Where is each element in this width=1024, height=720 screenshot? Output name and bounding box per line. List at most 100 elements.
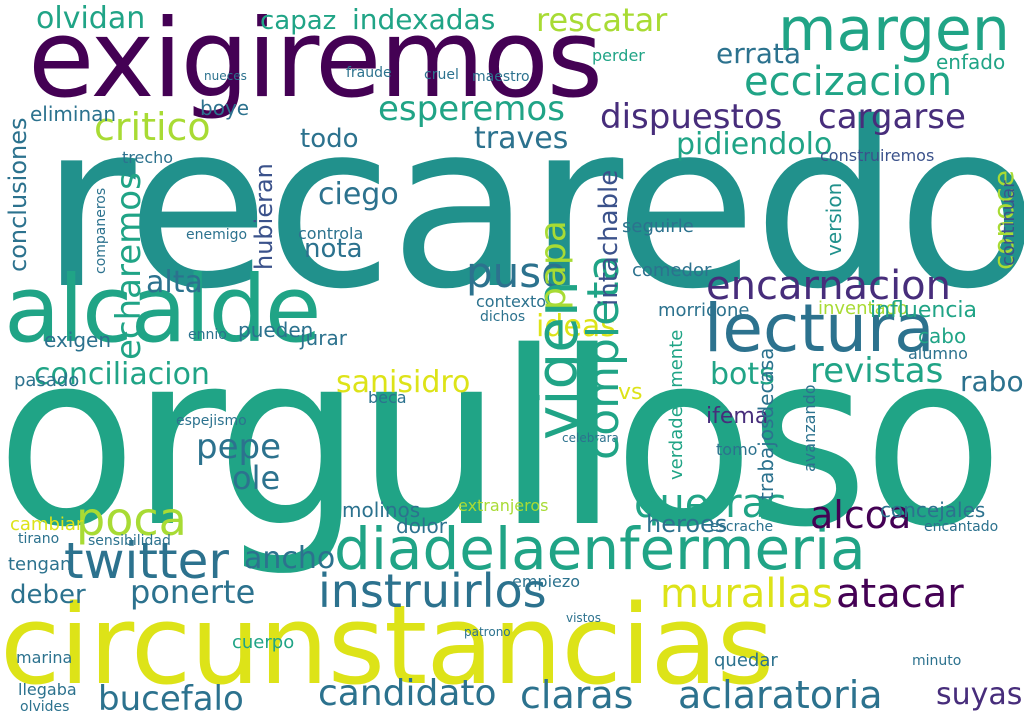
- word-ciego: ciego: [318, 177, 399, 212]
- word-patrono: patrono: [464, 625, 511, 639]
- word-minuto: minuto: [912, 653, 962, 669]
- word-controla: controla: [298, 224, 364, 243]
- word-errata: errata: [716, 37, 802, 70]
- word-suyas: suyas: [936, 677, 1023, 712]
- word-atacar: atacar: [836, 571, 964, 617]
- word-alcalde: alcalde: [4, 256, 321, 363]
- word-papa: papa: [533, 220, 574, 310]
- word-todo: todo: [300, 124, 359, 154]
- word-inventado: inventado: [818, 298, 909, 319]
- word-encantado: encantado: [924, 519, 999, 535]
- word-beca: beca: [368, 388, 407, 407]
- word-cabo: cabo: [918, 324, 967, 348]
- word-circunstancias: circunstancias: [0, 581, 774, 709]
- word-sanisidro: sanisidro: [336, 365, 471, 400]
- word-concejales: concejales: [880, 498, 986, 522]
- word-alcoa: alcoa: [810, 493, 912, 537]
- word-molinos: molinos: [342, 498, 421, 522]
- word-rabo: rabo: [960, 365, 1024, 398]
- word-claras: claras: [520, 673, 634, 717]
- word-murallas: murallas: [660, 571, 833, 617]
- word-dichos: dichos: [480, 309, 526, 325]
- word-dispuestos: dispuestos: [600, 97, 783, 137]
- word-ideas: ideas: [536, 309, 616, 344]
- word-extranjeros: extranjeros: [458, 496, 549, 515]
- word-continuar: continuar: [998, 180, 1019, 266]
- word-marina: marina: [16, 648, 73, 667]
- word-bucefalo: bucefalo: [98, 679, 244, 719]
- word-puso: puso: [466, 248, 567, 297]
- word-alumno: alumno: [908, 344, 968, 363]
- word-bots: bots: [710, 357, 775, 392]
- word-quedar: quedar: [714, 650, 778, 671]
- word-querras: querras: [634, 481, 787, 527]
- word-esperemos: esperemos: [378, 89, 565, 129]
- word-olvidan: olvidan: [36, 1, 146, 36]
- word-dolor: dolor: [396, 514, 447, 538]
- word-jurar: jurar: [300, 326, 347, 350]
- word-candidato: candidato: [318, 673, 497, 714]
- word-sensibilidad: sensibilidad: [88, 533, 171, 549]
- word-orgulloso: orgulloso: [0, 300, 1004, 580]
- word-encarnacion: encarnacion: [706, 263, 951, 309]
- word-traves: traves: [474, 121, 569, 156]
- word-poca: poca: [76, 492, 187, 546]
- word-instruirlos: instruirlos: [318, 564, 547, 618]
- word-alta: alta: [146, 265, 203, 300]
- word-fraude: fraude: [346, 65, 392, 81]
- word-rescatar: rescatar: [536, 1, 668, 39]
- word-nueces: nueces: [204, 69, 247, 83]
- word-cuerpo: cuerpo: [232, 632, 295, 653]
- word-avanzando: avanzando: [800, 384, 819, 472]
- word-margen: margen: [778, 0, 1010, 65]
- word-hubieran: hubieran: [250, 163, 278, 270]
- word-critico: critico: [94, 105, 211, 149]
- word-cargarse: cargarse: [818, 97, 966, 137]
- word-eliminan: eliminan: [30, 102, 117, 126]
- word-cambiar: cambiar: [10, 514, 84, 535]
- word-eccizacion: eccizacion: [744, 59, 953, 105]
- word-tomo: tomo: [716, 440, 758, 459]
- word-tirano: tirano: [18, 531, 60, 547]
- word-trecho: trecho: [122, 148, 174, 167]
- word-escrache: escrache: [710, 519, 774, 535]
- word-pepe: pepe: [196, 427, 281, 467]
- word-deber: deber: [10, 580, 86, 610]
- word-ennio: ennio: [188, 327, 227, 343]
- word-revistas: revistas: [810, 351, 944, 391]
- word-ifema: ifema: [706, 404, 769, 429]
- word-verdaderamente: verdaderamente: [666, 329, 687, 480]
- word-perder: perder: [592, 46, 645, 65]
- word-cruel: cruel: [424, 67, 459, 83]
- word-vistos: vistos: [566, 611, 601, 625]
- word-trabajosdecasa: trabajosdecasa: [754, 347, 778, 500]
- word-celebrara: celebrara: [562, 431, 619, 445]
- word-pasado: pasado: [14, 370, 80, 391]
- word-diadelaenfermeria: diadelaenfermeria: [334, 515, 866, 583]
- word-nota: nota: [304, 234, 363, 264]
- word-ole: ole: [232, 459, 281, 497]
- word-heroes: heroes: [646, 510, 728, 538]
- word-llegaba: llegaba: [18, 680, 77, 699]
- word-comedor: comedor: [632, 260, 712, 281]
- word-twitter: twitter: [64, 532, 229, 590]
- word-companeros: companeros: [93, 187, 109, 274]
- word-ponerte: ponerte: [130, 573, 256, 611]
- word-recaredo: recaredo: [40, 73, 1024, 339]
- word-boye: boye: [200, 96, 250, 120]
- word-exigen: exigen: [44, 328, 112, 352]
- word-olvides: olvides: [20, 699, 70, 715]
- word-maestro: maestro: [472, 69, 530, 85]
- word-enfado: enfado: [936, 50, 1006, 74]
- word-tengan: tengan: [8, 554, 72, 575]
- word-construiremos: construiremos: [820, 146, 935, 165]
- word-enemigo: enemigo: [186, 227, 248, 243]
- word-pueden: pueden: [238, 318, 314, 342]
- word-conclusiones: conclusiones: [4, 117, 32, 273]
- word-seguirle: seguirle: [622, 216, 694, 237]
- word-vs: vs: [618, 380, 643, 405]
- word-espejismo: espejismo: [176, 413, 247, 429]
- word-echaremos: echaremos: [109, 172, 149, 360]
- word-capaz: capaz: [260, 6, 337, 36]
